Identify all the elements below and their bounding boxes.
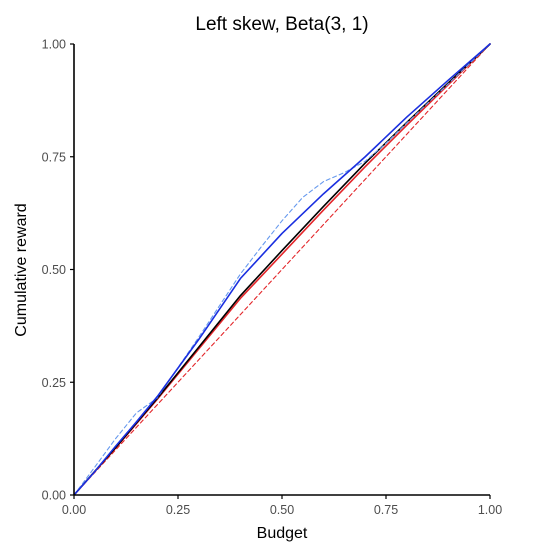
x-axis-title: Budget: [257, 525, 308, 542]
series-line-4: [73, 43, 491, 496]
chart-title: Left skew, Beta(3, 1): [195, 14, 368, 35]
x-tick-label: 1.00: [478, 503, 502, 517]
series-line-1: [73, 43, 491, 496]
y-tick-label: 0.75: [42, 150, 66, 164]
y-tick-label: 0.25: [42, 376, 66, 390]
plot-area: 0.00 0.25 0.50 0.75 1.00 0.00 0.25 0.50 0.75 1.00: [42, 38, 503, 518]
x-tick-label: 0.50: [270, 503, 294, 517]
series-line-5: [73, 43, 491, 496]
x-tick-label: 0.75: [374, 503, 398, 517]
x-tick-label: 0.00: [62, 503, 86, 517]
x-tick-label: 0.25: [166, 503, 190, 517]
y-tick-label: 0.50: [42, 263, 66, 277]
y-tick-label: 0.00: [42, 489, 66, 503]
y-tick-label: 1.00: [42, 38, 66, 52]
y-axis-title: Cumulative reward: [13, 203, 30, 336]
